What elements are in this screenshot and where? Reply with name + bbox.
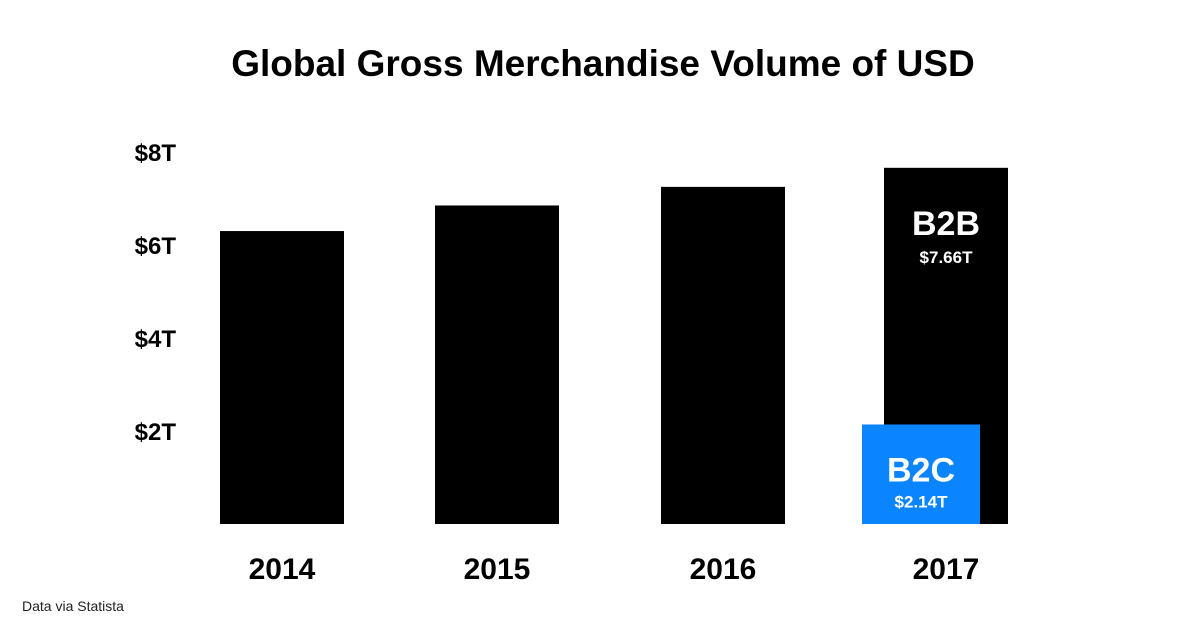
- x-tick-label: 2014: [249, 553, 316, 586]
- y-tick-label: $8T: [135, 140, 177, 167]
- x-tick-label: 2016: [690, 553, 757, 586]
- bars: [220, 167, 1008, 525]
- x-tick-label: 2015: [464, 553, 531, 586]
- bar-b2b-2016: [661, 186, 785, 524]
- x-tick-label: 2017: [913, 553, 980, 586]
- b2c-series-label: B2C: [887, 451, 955, 489]
- y-tick-label: $2T: [135, 419, 177, 446]
- bar-b2b-2015: [435, 205, 559, 524]
- chart-title: Global Gross Merchandise Volume of USD: [231, 43, 975, 84]
- y-axis: $2T $4T $6T $8T: [135, 140, 177, 446]
- bar-b2c-2017: [862, 424, 980, 524]
- bar-b2b-2014: [220, 231, 344, 525]
- b2b-value-label: $7.66T: [920, 248, 974, 267]
- b2b-series-label: B2B: [912, 205, 980, 243]
- b2c-value-label: $2.14T: [895, 492, 949, 511]
- y-tick-label: $4T: [135, 326, 177, 353]
- x-axis: 2014 2015 2016 2017: [249, 553, 980, 586]
- data-labels: B2C $2.14T B2B $7.66T: [887, 205, 980, 512]
- source-note: Data via Statista: [22, 598, 124, 614]
- y-tick-label: $6T: [135, 233, 177, 260]
